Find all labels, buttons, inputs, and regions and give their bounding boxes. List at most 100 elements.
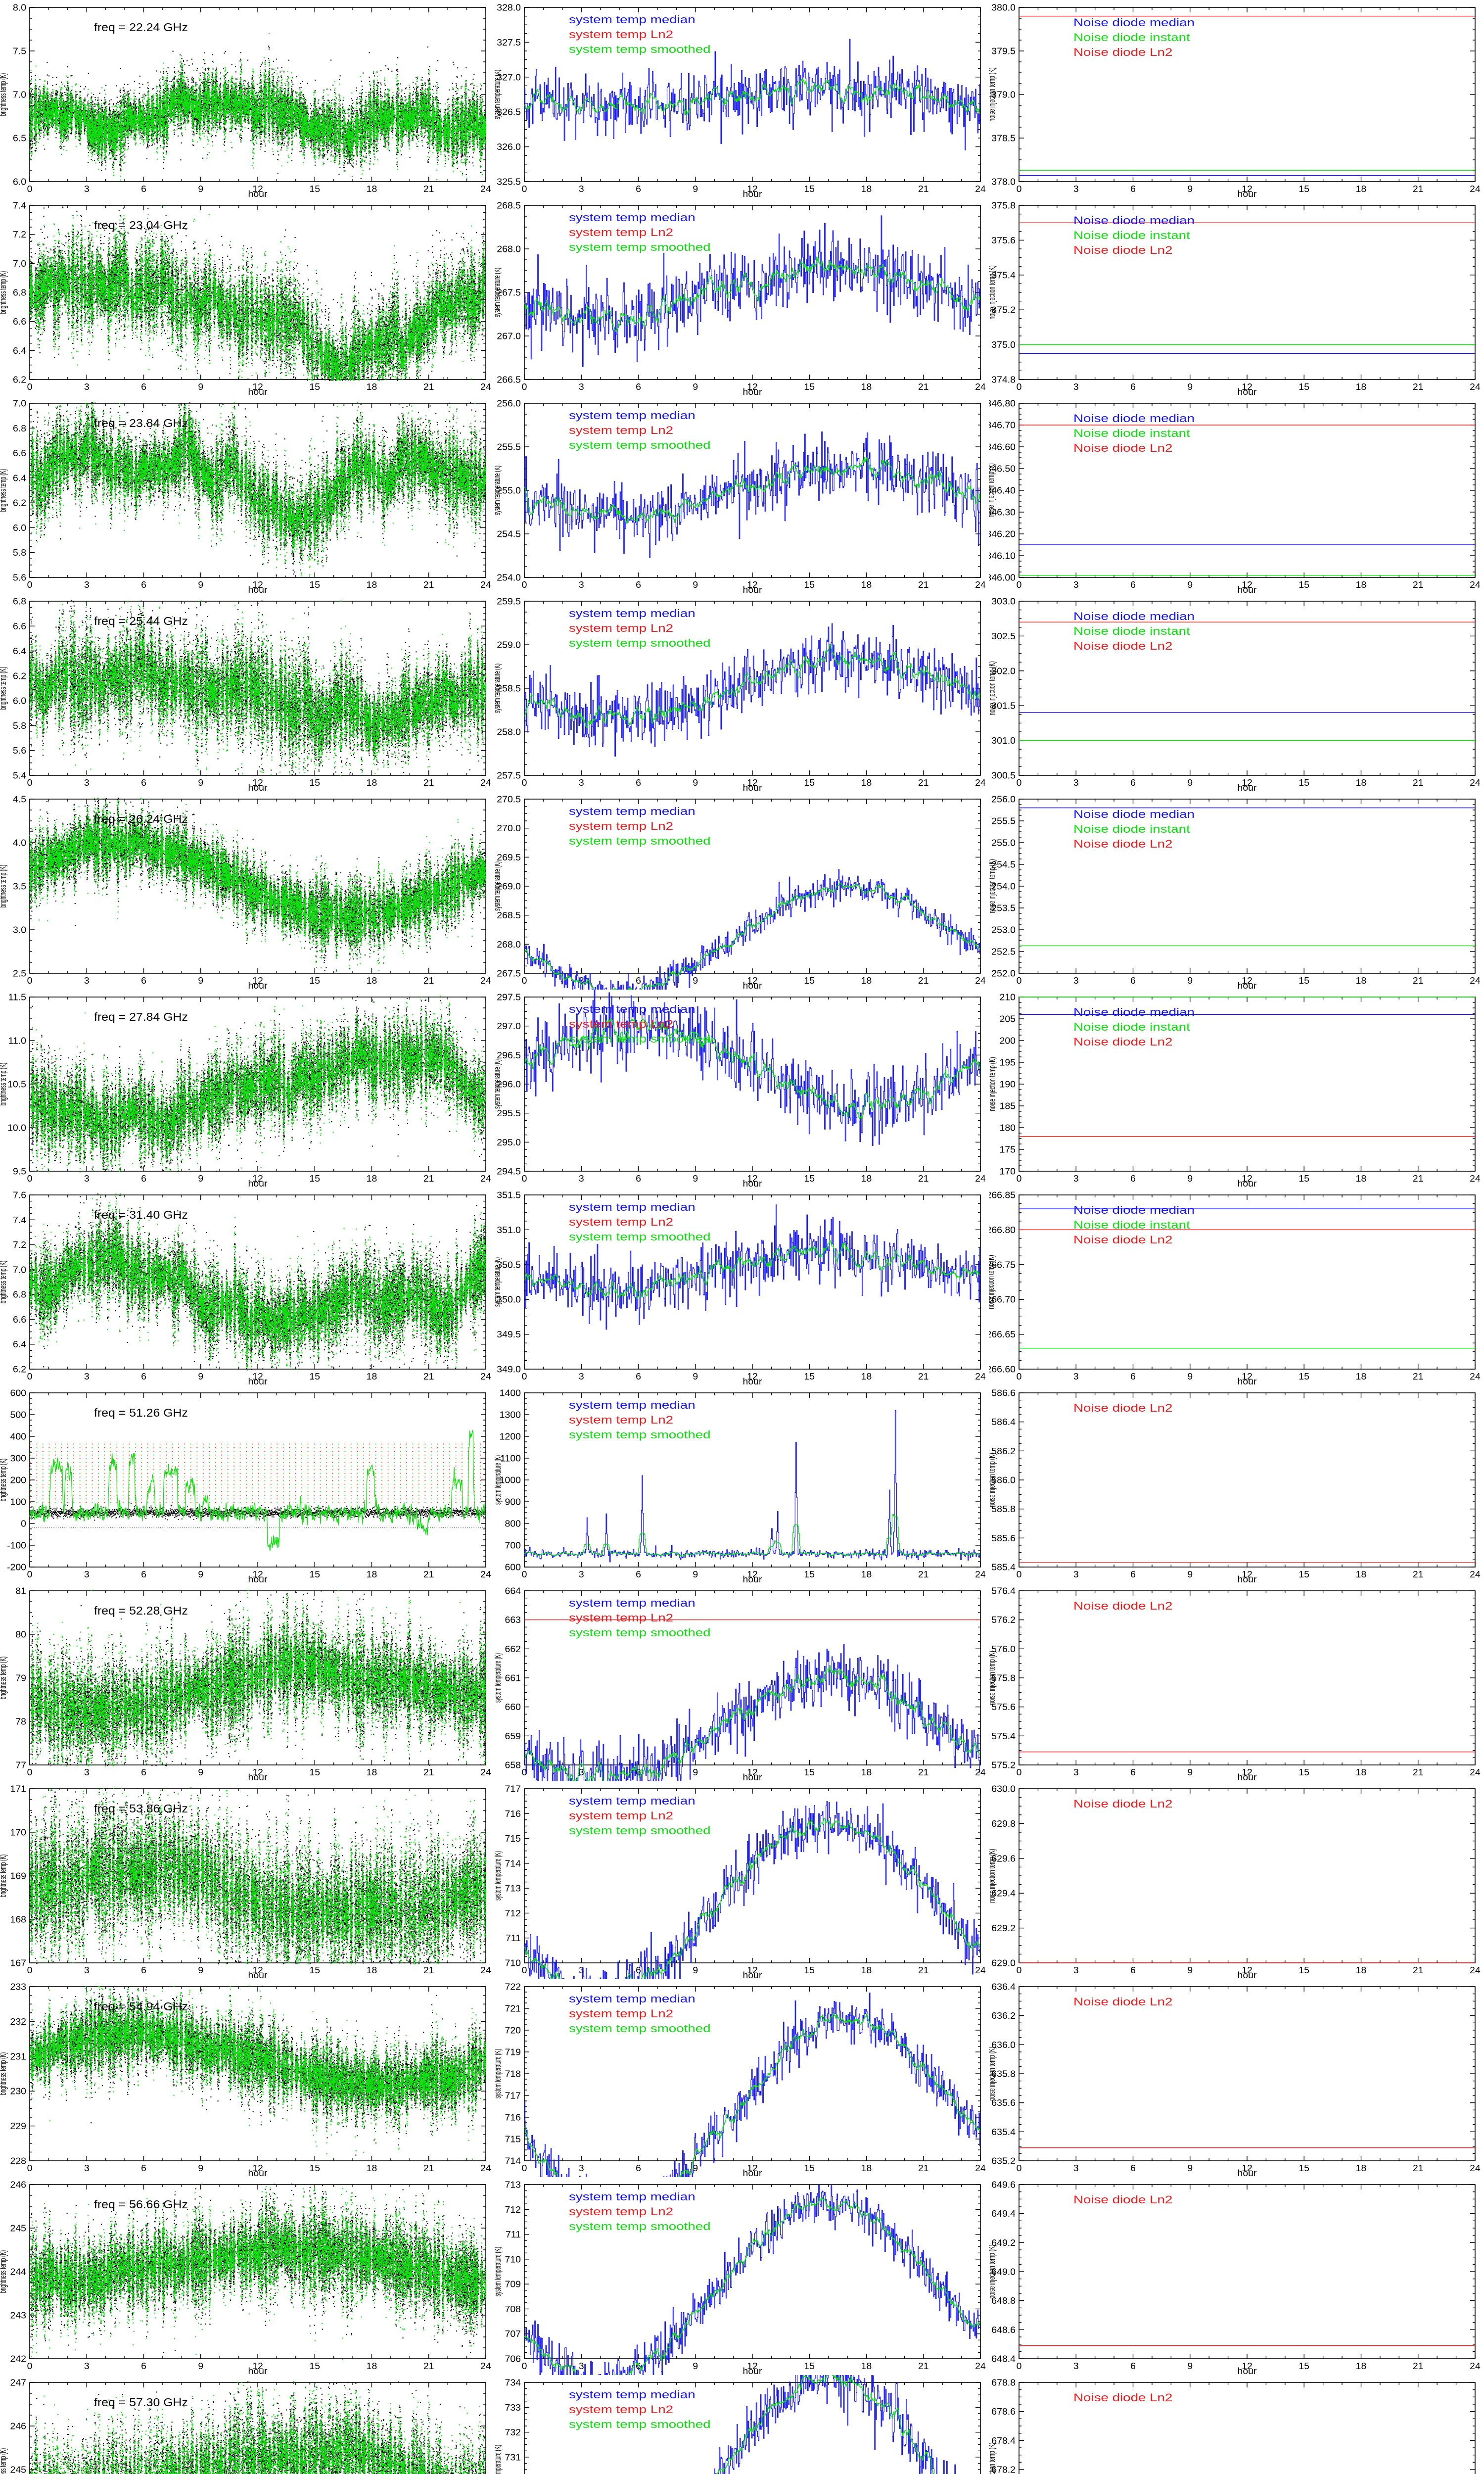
svg-text:500: 500 [10, 1410, 27, 1420]
svg-text:100: 100 [10, 1497, 27, 1507]
svg-text:3: 3 [579, 2163, 584, 2173]
svg-text:0: 0 [1017, 184, 1022, 194]
svg-text:302.5: 302.5 [991, 631, 1016, 641]
svg-text:hour: hour [1238, 783, 1257, 792]
svg-text:9: 9 [693, 1174, 698, 1184]
svg-text:hour: hour [1238, 1772, 1257, 1781]
svg-text:hour: hour [248, 783, 268, 792]
svg-text:5.6: 5.6 [13, 746, 26, 756]
svg-text:24: 24 [1470, 976, 1481, 986]
svg-text:9: 9 [1187, 1372, 1193, 1381]
svg-text:700: 700 [505, 1541, 521, 1551]
svg-text:15: 15 [804, 1174, 815, 1184]
svg-text:system temp smoothed: system temp smoothed [569, 835, 711, 847]
svg-text:3: 3 [579, 1174, 584, 1184]
svg-text:3.0: 3.0 [13, 925, 26, 935]
svg-text:24: 24 [1470, 1570, 1481, 1579]
svg-text:6: 6 [1130, 184, 1136, 194]
svg-text:190: 190 [1000, 1080, 1016, 1090]
svg-text:300: 300 [10, 1454, 27, 1464]
svg-text:18: 18 [861, 1570, 872, 1579]
svg-text:system temp median: system temp median [569, 1003, 696, 1015]
svg-text:6: 6 [141, 778, 146, 788]
svg-text:180: 180 [1000, 1123, 1016, 1133]
svg-text:24: 24 [480, 184, 491, 194]
svg-text:24: 24 [480, 1174, 491, 1184]
svg-text:3: 3 [1073, 1767, 1079, 1777]
svg-text:3: 3 [579, 382, 584, 392]
svg-text:9: 9 [693, 778, 698, 788]
svg-text:6: 6 [141, 2163, 146, 2173]
svg-text:system temp median: system temp median [569, 607, 696, 619]
svg-text:21: 21 [423, 1174, 434, 1184]
svg-text:0: 0 [27, 1372, 33, 1381]
svg-text:hour: hour [743, 1377, 762, 1385]
svg-text:200: 200 [10, 1475, 27, 1485]
svg-text:3: 3 [1073, 184, 1079, 194]
svg-text:Noise diode Ln2: Noise diode Ln2 [1073, 244, 1172, 256]
svg-text:Noise diode Ln2: Noise diode Ln2 [1073, 46, 1172, 58]
svg-text:9: 9 [1187, 580, 1193, 590]
svg-text:576.2: 576.2 [991, 1615, 1016, 1625]
svg-text:268.0: 268.0 [497, 940, 521, 950]
svg-text:0: 0 [1017, 382, 1022, 392]
svg-text:18: 18 [367, 184, 377, 194]
svg-text:351.5: 351.5 [497, 1190, 521, 1200]
svg-text:6: 6 [1130, 1767, 1136, 1777]
svg-text:hour: hour [1238, 1970, 1257, 1979]
svg-text:21: 21 [423, 976, 434, 986]
svg-text:0: 0 [27, 1174, 33, 1184]
svg-text:6.8: 6.8 [13, 597, 26, 607]
svg-text:259.0: 259.0 [497, 640, 521, 650]
svg-text:hour: hour [1238, 387, 1257, 396]
svg-text:230: 230 [10, 2087, 27, 2096]
svg-text:6.0: 6.0 [13, 696, 26, 706]
svg-text:18: 18 [1356, 976, 1367, 986]
svg-text:9: 9 [1187, 1570, 1193, 1579]
svg-text:0: 0 [1017, 1570, 1022, 1579]
svg-text:169: 169 [10, 1871, 27, 1881]
svg-text:11.5: 11.5 [8, 993, 26, 1002]
svg-text:6: 6 [636, 184, 641, 194]
svg-text:Noise diode Ln2: Noise diode Ln2 [1073, 1600, 1172, 1612]
svg-text:15: 15 [804, 778, 815, 788]
svg-text:713: 713 [505, 1884, 521, 1894]
svg-text:232: 232 [10, 2017, 27, 2027]
svg-text:0: 0 [522, 580, 527, 590]
svg-text:326.0: 326.0 [497, 142, 521, 152]
svg-text:233: 233 [10, 1982, 27, 1992]
svg-text:6: 6 [1130, 382, 1136, 392]
svg-text:15: 15 [309, 1767, 320, 1777]
svg-text:21: 21 [1413, 1372, 1424, 1381]
svg-text:379.5: 379.5 [991, 47, 1016, 56]
svg-text:15: 15 [1298, 976, 1309, 986]
svg-text:24: 24 [975, 1965, 986, 1975]
svg-text:15: 15 [1298, 580, 1309, 590]
svg-text:3: 3 [1073, 580, 1079, 590]
svg-text:327.5: 327.5 [497, 38, 521, 48]
svg-text:9: 9 [198, 184, 203, 194]
svg-text:6.8: 6.8 [13, 288, 26, 298]
svg-text:24: 24 [975, 382, 986, 392]
svg-text:system temperature (K): system temperature (K) [495, 1257, 502, 1307]
svg-text:21: 21 [918, 580, 929, 590]
svg-text:171: 171 [10, 1784, 27, 1794]
svg-text:18: 18 [861, 976, 872, 986]
svg-text:6.4: 6.4 [13, 346, 26, 356]
svg-text:freq = 31.40 GHz: freq = 31.40 GHz [94, 1208, 188, 1221]
svg-text:hour: hour [1238, 189, 1257, 198]
svg-text:15: 15 [309, 1570, 320, 1579]
svg-text:346.10: 346.10 [989, 551, 1016, 561]
svg-text:716: 716 [505, 1809, 521, 1819]
svg-text:349.5: 349.5 [497, 1330, 521, 1339]
svg-text:system temp Ln2: system temp Ln2 [569, 1809, 673, 1822]
svg-text:375.6: 375.6 [991, 236, 1016, 245]
svg-text:15: 15 [309, 2163, 320, 2173]
svg-text:229: 229 [10, 2121, 27, 2131]
svg-text:21: 21 [918, 778, 929, 788]
svg-text:351.0: 351.0 [497, 1225, 521, 1235]
svg-text:21: 21 [423, 184, 434, 194]
svg-text:6: 6 [636, 2163, 641, 2173]
svg-text:6: 6 [636, 1372, 641, 1381]
svg-text:210: 210 [1000, 993, 1016, 1002]
